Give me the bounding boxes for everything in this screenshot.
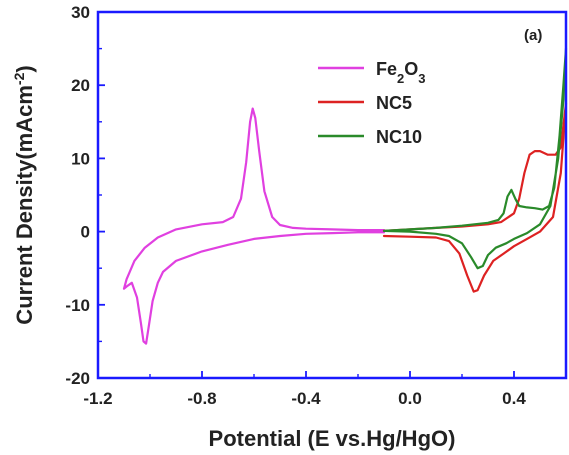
y-axis-title-base: Current Density(mAcm (12, 85, 37, 325)
legend-label-part: 3 (418, 71, 425, 86)
series-line-nc10 (382, 47, 568, 270)
y-axis-title: Current Density(mAcm-2) (11, 65, 37, 324)
axis-ticks: -1.2 -0.8 -0.4 0.0 0.4 -20 -10 0 10 20 30 (65, 3, 526, 408)
y-tick-label: -10 (65, 296, 90, 315)
y-tick-label: 10 (71, 149, 90, 168)
legend-label-part: Fe (376, 59, 397, 79)
x-axis-title: Potential (E vs.Hg/HgO) (209, 426, 456, 451)
y-axis-title-close: ) (12, 65, 37, 72)
series-line-nc5 (382, 102, 568, 293)
legend-label-part: O (404, 59, 418, 79)
y-tick-label: 0 (81, 223, 90, 242)
x-tick-label: 0.4 (502, 389, 526, 408)
x-tick-label: -0.8 (187, 389, 216, 408)
panel-label: (a) (524, 27, 542, 44)
x-tick-label: -1.2 (83, 389, 112, 408)
legend-label-part: NC5 (376, 93, 412, 113)
series-line-fe2o3 (122, 107, 386, 345)
legend-label-part: 2 (397, 71, 404, 86)
legend-label-nc5: NC5 (376, 93, 412, 113)
series-layer (122, 47, 568, 345)
y-tick-label: -20 (65, 369, 90, 388)
x-tick-label: -0.4 (291, 389, 321, 408)
legend-label-nc10: NC10 (376, 127, 422, 147)
legend-label-fe2o3: Fe2O3 (376, 59, 426, 86)
y-tick-label: 30 (71, 3, 90, 22)
y-tick-label: 20 (71, 76, 90, 95)
x-tick-label: 0.0 (398, 389, 422, 408)
y-axis-title-sup: -2 (11, 72, 27, 85)
legend: Fe2O3 NC5 NC10 (318, 59, 426, 147)
legend-label-part: NC10 (376, 127, 422, 147)
